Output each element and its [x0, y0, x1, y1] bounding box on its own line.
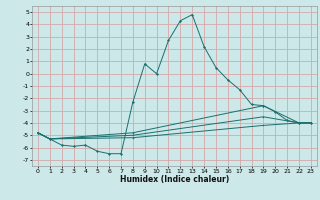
X-axis label: Humidex (Indice chaleur): Humidex (Indice chaleur)	[120, 175, 229, 184]
